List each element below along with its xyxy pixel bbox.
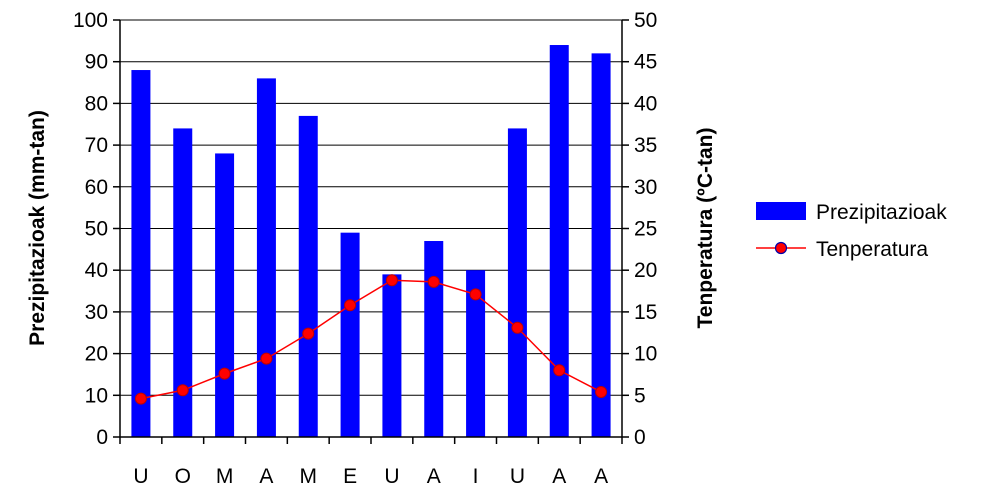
x-category-label: A: [594, 465, 608, 488]
bar: [256, 78, 276, 437]
left-tick-label: 90: [85, 51, 108, 74]
temperature-point: [260, 352, 273, 365]
bar: [340, 232, 360, 437]
x-category-label: A: [259, 465, 273, 488]
x-category-label: U: [510, 465, 525, 488]
bar: [466, 270, 486, 437]
right-axis-title: Tenperatura (ºC-tan): [694, 128, 717, 329]
left-tick-label: 20: [85, 343, 108, 366]
left-tick-label: 10: [85, 384, 108, 407]
x-category-label: U: [133, 465, 148, 488]
temperature-point: [218, 367, 231, 380]
temperature-point: [176, 384, 189, 397]
right-tick-label: 40: [634, 92, 657, 115]
x-category-label: A: [552, 465, 566, 488]
temperature-point: [344, 299, 357, 312]
legend-bar-swatch: [756, 202, 806, 220]
temperature-line: [134, 274, 608, 405]
x-category-label: O: [175, 465, 191, 488]
legend: Prezipitazioak Tenperatura: [756, 201, 947, 261]
axes: [113, 19, 629, 444]
temperature-point: [469, 288, 482, 301]
temperature-point: [302, 327, 315, 340]
legend-line-marker: [774, 241, 788, 255]
left-tick-label: 100: [73, 9, 108, 32]
bar: [591, 53, 611, 438]
x-category-label: M: [216, 465, 234, 488]
right-tick-label: 45: [634, 51, 657, 74]
temperature-point: [595, 385, 608, 398]
legend-label-precipitation: Prezipitazioak: [816, 201, 947, 224]
tick-labels: 0 10 20 30 40 50 60 70 80 90 100 0 5 10 15 20 25 30 35 40 45…: [73, 9, 657, 488]
left-tick-label: 70: [85, 134, 108, 157]
left-tick-label: 40: [85, 259, 108, 282]
left-axis-title: Prezipitazioak (mm-tan): [26, 110, 49, 346]
bar: [298, 115, 318, 437]
x-category-label: E: [343, 465, 357, 488]
right-tick-label: 30: [634, 176, 657, 199]
temperature-point: [427, 275, 440, 288]
bar: [173, 128, 193, 438]
x-category-label: U: [384, 465, 399, 488]
bar: [382, 274, 402, 437]
temperature-polyline: [140, 279, 602, 400]
bar: [215, 153, 235, 437]
right-tick-label: 50: [634, 9, 657, 32]
right-tick-label: 0: [634, 426, 646, 449]
temperature-point: [385, 274, 398, 287]
temperature-point: [511, 321, 524, 334]
right-tick-label: 25: [634, 218, 657, 241]
left-tick-label: 50: [85, 218, 108, 241]
right-tick-label: 20: [634, 259, 657, 282]
precipitation-bars: [131, 45, 611, 438]
x-category-label: A: [427, 465, 441, 488]
left-tick-label: 60: [85, 176, 108, 199]
x-category-label: I: [473, 465, 479, 488]
temperature-point: [134, 392, 147, 405]
x-category-label: M: [300, 465, 318, 488]
bar: [549, 45, 569, 438]
left-tick-label: 0: [96, 426, 108, 449]
left-tick-label: 80: [85, 92, 108, 115]
right-tick-label: 35: [634, 134, 657, 157]
right-tick-label: 5: [634, 384, 646, 407]
gridlines: [120, 19, 622, 396]
legend-label-temperature: Tenperatura: [816, 238, 928, 261]
bar: [131, 70, 151, 437]
bar: [424, 241, 444, 437]
bar: [507, 128, 527, 438]
right-tick-label: 15: [634, 301, 657, 324]
temperature-point: [553, 364, 566, 377]
right-tick-label: 10: [634, 343, 657, 366]
left-tick-label: 30: [85, 301, 108, 324]
